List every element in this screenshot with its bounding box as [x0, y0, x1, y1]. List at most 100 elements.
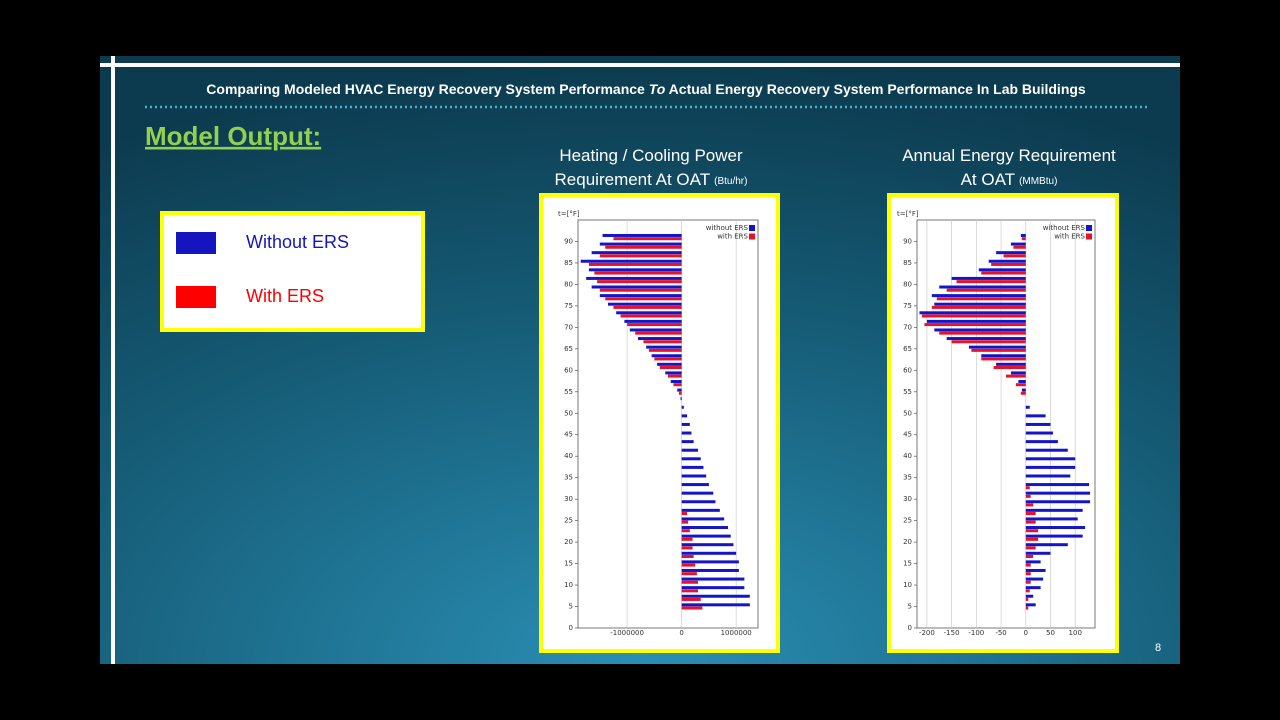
bar — [1025, 465, 1076, 469]
y-tick-label: 25 — [903, 517, 912, 525]
bar — [591, 285, 682, 289]
y-tick-label: 30 — [903, 495, 912, 503]
bar — [1025, 537, 1039, 541]
y-tick-label: 25 — [564, 517, 573, 525]
bar — [681, 534, 731, 538]
bar — [1003, 254, 1026, 258]
bar — [1025, 563, 1031, 567]
bar — [1025, 551, 1051, 555]
bar — [988, 259, 1026, 263]
bar — [681, 606, 703, 610]
bar — [681, 465, 704, 469]
y-tick-label: 75 — [564, 302, 573, 310]
bar — [1025, 448, 1068, 452]
y-tick-label: 80 — [564, 280, 573, 288]
bar — [951, 276, 1026, 280]
y-tick-label: 40 — [903, 452, 912, 460]
bar — [1018, 380, 1026, 383]
bar — [599, 254, 682, 258]
bar — [1021, 237, 1026, 241]
bar — [681, 594, 750, 598]
y-tick-label: 60 — [564, 366, 573, 374]
bar — [934, 302, 1026, 306]
bar — [968, 345, 1026, 349]
bar — [680, 397, 682, 401]
title-part: To — [649, 81, 666, 97]
bar — [1025, 529, 1039, 533]
bar — [981, 357, 1026, 361]
y-tick-label: 50 — [903, 409, 912, 417]
bar — [597, 280, 682, 284]
bar — [1025, 589, 1030, 593]
x-tick-label: 0 — [1024, 629, 1028, 637]
chart-title: Heating / Cooling Power Requirement At OA… — [555, 146, 748, 189]
bar — [591, 251, 682, 255]
bar — [681, 457, 701, 461]
x-tick-label: 50 — [1046, 629, 1055, 637]
x-tick-label: 100 — [1069, 629, 1082, 637]
bar — [677, 388, 682, 392]
x-tick-label: -100 — [968, 629, 984, 637]
bar — [654, 357, 682, 361]
bar — [681, 572, 697, 576]
bar — [681, 440, 694, 444]
bar — [924, 323, 1026, 327]
bar — [681, 563, 696, 567]
chart-title-line: At OAT — [961, 170, 1015, 189]
bar — [681, 568, 739, 572]
legend-label: with ERS — [717, 233, 748, 241]
bar — [681, 512, 688, 516]
y-tick-label: 75 — [903, 302, 912, 310]
bar — [1006, 374, 1026, 378]
y-tick-label: 55 — [903, 388, 912, 396]
legend-swatch — [176, 232, 216, 254]
bar — [651, 354, 682, 358]
bar — [608, 302, 682, 306]
slide-title: Comparing Modeled HVAC Energy Recovery S… — [206, 81, 1086, 97]
top-rule — [100, 63, 1180, 67]
legend-label: With ERS — [246, 286, 324, 306]
bar — [605, 245, 682, 249]
bar — [1025, 546, 1036, 550]
bar — [939, 331, 1026, 335]
bar — [668, 374, 682, 378]
bar — [978, 268, 1026, 272]
bar — [993, 366, 1026, 370]
y-axis-label: t=[°F] — [897, 210, 919, 218]
bar — [678, 391, 682, 395]
bar — [659, 366, 682, 370]
y-tick-label: 70 — [903, 323, 912, 331]
bar — [638, 337, 682, 341]
bar — [1025, 520, 1036, 524]
bar — [1025, 594, 1034, 598]
bar — [934, 328, 1026, 332]
bar — [1015, 383, 1026, 387]
y-tick-label: 10 — [564, 581, 573, 589]
bar — [1025, 414, 1046, 418]
title-part: Actual Energy Recovery System Performanc… — [665, 81, 1086, 97]
bar — [588, 262, 682, 266]
x-tick-label: 0 — [679, 629, 683, 637]
y-tick-label: 30 — [564, 495, 573, 503]
bar — [931, 305, 1026, 309]
y-tick-label: 90 — [564, 237, 573, 245]
bar — [1025, 603, 1036, 607]
bar — [1025, 586, 1041, 590]
bar — [629, 328, 682, 332]
bar — [1025, 494, 1031, 498]
bar — [580, 259, 682, 263]
legend-label: without ERS — [1043, 224, 1086, 232]
bar — [939, 285, 1026, 289]
bar — [1025, 512, 1036, 516]
bar — [594, 271, 682, 275]
bar — [681, 483, 709, 487]
chart-title-line: Requirement At OAT — [555, 170, 711, 189]
chart-unit: (MMBtu) — [1019, 176, 1057, 187]
bar — [635, 331, 682, 335]
bar — [1025, 568, 1046, 572]
bar — [1025, 526, 1086, 530]
bar — [681, 422, 690, 426]
bar — [616, 311, 682, 315]
bar — [681, 543, 734, 547]
